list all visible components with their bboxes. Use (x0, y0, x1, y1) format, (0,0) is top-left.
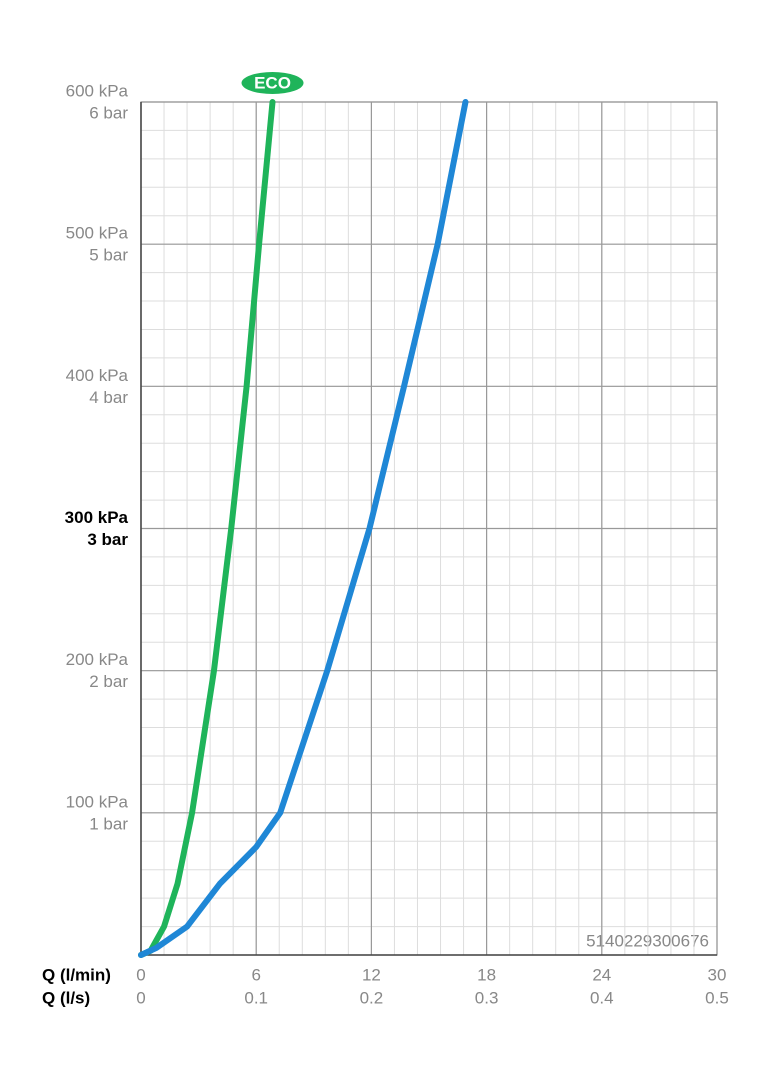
grid (140, 101, 718, 955)
legend-label: ECO (254, 73, 291, 92)
y-tick-label: 500 kPa (66, 224, 129, 243)
x-tick-label: 18 (477, 965, 496, 984)
x2-tick-label: 0.2 (360, 988, 384, 1007)
series-line (138, 99, 276, 958)
y-tick-label: 400 kPa (66, 366, 129, 385)
x2-tick-label: 0.4 (590, 988, 614, 1007)
y-tick-sublabel: 5 bar (89, 246, 128, 265)
y-tick-label: 200 kPa (66, 650, 129, 669)
x-tick-label: 30 (708, 965, 727, 984)
x2-tick-label: 0.3 (475, 988, 499, 1007)
y-tick-label: 300 kPa (65, 508, 129, 527)
x-tick-label: 12 (362, 965, 381, 984)
x2-tick-label: 0.5 (705, 988, 729, 1007)
y-tick-label: 100 kPa (66, 792, 129, 811)
x2-axis-label: Q (l/s) (42, 988, 90, 1007)
y-tick-sublabel: 1 bar (89, 814, 128, 833)
y-tick-sublabel: 4 bar (89, 388, 128, 407)
legend-badge (241, 72, 304, 94)
x-axis-label: Q (l/min) (42, 965, 111, 984)
x-tick-label: 24 (592, 965, 611, 984)
series-line (138, 99, 469, 958)
y-tick-sublabel: 2 bar (89, 672, 128, 691)
y-tick-label: 600 kPa (66, 81, 129, 100)
x2-tick-label: 0.1 (244, 988, 268, 1007)
x2-tick-label: 0 (136, 988, 145, 1007)
x-tick-label: 0 (136, 965, 145, 984)
y-tick-sublabel: 6 bar (89, 103, 128, 122)
x-tick-label: 6 (251, 965, 260, 984)
y-tick-sublabel: 3 bar (87, 530, 128, 549)
